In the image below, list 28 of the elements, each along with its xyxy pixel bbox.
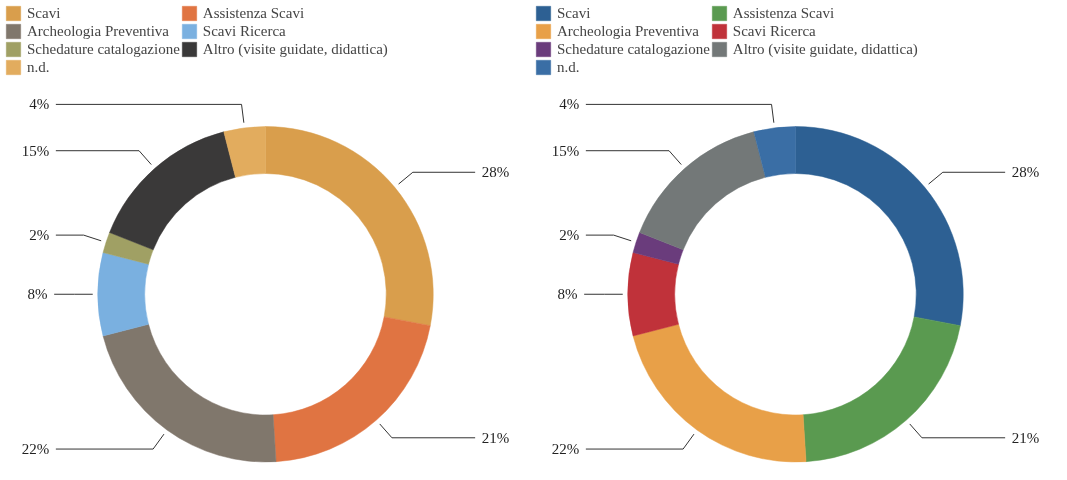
legend-label: Scavi Ricerca bbox=[202, 22, 286, 40]
data-label: 28% bbox=[481, 164, 510, 181]
data-label: 4% bbox=[559, 96, 580, 113]
data-label: 2% bbox=[559, 227, 580, 244]
data-label: 8% bbox=[557, 286, 578, 303]
legend-label: Assistenza Scavi bbox=[202, 4, 305, 22]
legend-label: Scavi Ricerca bbox=[732, 22, 816, 40]
legend-label: Altro (visite guidate, didattica) bbox=[732, 40, 918, 58]
legend-label: Assistenza Scavi bbox=[732, 4, 835, 22]
data-label: 22% bbox=[21, 441, 50, 458]
data-label: 15% bbox=[551, 142, 580, 159]
legend-label: n.d. bbox=[557, 58, 580, 76]
legend-label: Scavi bbox=[27, 4, 61, 22]
legend-label: Altro (visite guidate, didattica) bbox=[202, 40, 388, 58]
legend-label: Archeologia Preventiva bbox=[557, 22, 700, 40]
legend-label: Scavi bbox=[557, 4, 591, 22]
data-label: 2% bbox=[29, 227, 50, 244]
data-label: 15% bbox=[21, 142, 50, 159]
data-label: 4% bbox=[29, 96, 50, 113]
legend-label: n.d. bbox=[27, 58, 50, 76]
data-label: 22% bbox=[551, 441, 580, 458]
data-label: 8% bbox=[27, 286, 48, 303]
legend-label: Schedature catalogazione bbox=[557, 40, 710, 58]
data-label: 21% bbox=[481, 429, 510, 446]
data-label: 28% bbox=[1011, 164, 1040, 181]
legend-label: Schedature catalogazione bbox=[27, 40, 180, 58]
legend-label: Archeologia Preventiva bbox=[27, 22, 170, 40]
data-label: 21% bbox=[1011, 429, 1040, 446]
